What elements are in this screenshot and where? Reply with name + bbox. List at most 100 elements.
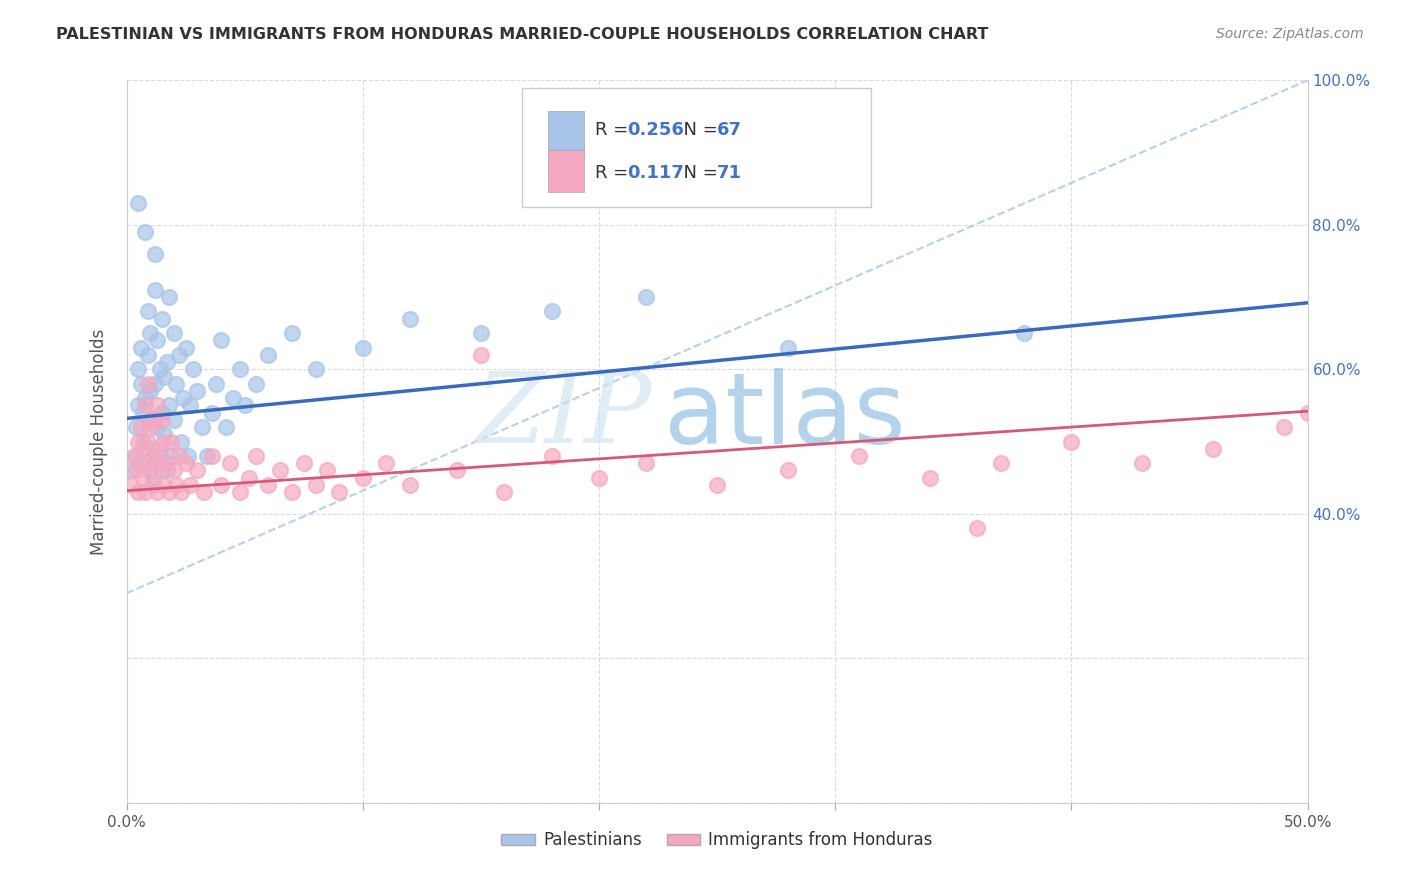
Point [127,434,149,449]
Point [229,362,252,376]
Point [125,463,148,477]
Point [636,290,658,304]
Point [174,341,197,355]
Point [122,449,145,463]
Point [149,442,172,456]
Point [193,485,215,500]
Point [209,334,232,348]
Point [129,341,152,355]
Point [129,376,152,391]
Point [470,348,492,362]
Point [195,449,218,463]
Point [134,485,156,500]
Point [179,478,201,492]
Point [143,456,166,470]
Point [191,420,214,434]
Text: atlas: atlas [664,368,905,465]
Point [966,521,988,535]
Point [150,463,173,477]
Point [146,420,169,434]
Point [706,478,728,492]
FancyBboxPatch shape [548,111,583,153]
Point [200,449,222,463]
Point [153,427,176,442]
Point [494,485,516,500]
Point [1012,326,1035,340]
Point [399,311,422,326]
Point [136,434,159,449]
Point [304,362,326,376]
Point [1296,406,1319,420]
Point [129,456,152,470]
Point [156,355,179,369]
Point [269,463,291,477]
Point [127,398,149,412]
Point [134,225,156,239]
Point [281,485,304,500]
Point [292,456,315,470]
Point [150,406,173,420]
Point [160,449,183,463]
Point [139,326,162,340]
Point [167,348,190,362]
Point [848,449,870,463]
Point [139,413,162,427]
Point [134,398,156,412]
Point [446,463,468,477]
Point [120,478,142,492]
Text: N =: N = [672,121,724,139]
Text: R =: R = [595,121,634,139]
Point [776,463,799,477]
Point [132,442,155,456]
Point [540,449,562,463]
Point [146,398,169,412]
Point [352,341,374,355]
Point [470,326,492,340]
Point [238,470,260,484]
Point [177,449,200,463]
Point [153,434,176,449]
Point [186,463,208,477]
Point [328,485,350,500]
Point [141,470,163,484]
Text: 71: 71 [717,164,742,182]
Point [174,456,197,470]
Text: Source: ZipAtlas.com: Source: ZipAtlas.com [1216,27,1364,41]
Point [132,434,155,449]
Point [153,369,176,384]
Point [141,442,163,456]
Point [146,485,169,500]
Point [209,478,232,492]
Point [233,398,256,412]
Point [219,456,242,470]
Point [990,456,1012,470]
Point [1272,420,1295,434]
Point [136,376,159,391]
Text: R =: R = [595,164,640,182]
Point [132,470,155,484]
Point [132,406,155,420]
Text: 67: 67 [717,121,742,139]
Point [352,470,374,484]
Point [150,311,173,326]
Point [143,283,166,297]
Text: 0.256: 0.256 [627,121,685,139]
Point [205,376,228,391]
Point [163,326,186,340]
Point [125,420,148,434]
Point [153,478,176,492]
Point [257,478,280,492]
Point [134,391,156,405]
Point [146,334,169,348]
Point [160,434,183,449]
Point [157,485,180,500]
Point [127,362,149,376]
Point [127,485,149,500]
Point [134,456,156,470]
Point [776,174,799,188]
Point [156,456,179,470]
Point [399,478,422,492]
Point [540,304,562,318]
Point [141,449,163,463]
Point [1130,456,1153,470]
